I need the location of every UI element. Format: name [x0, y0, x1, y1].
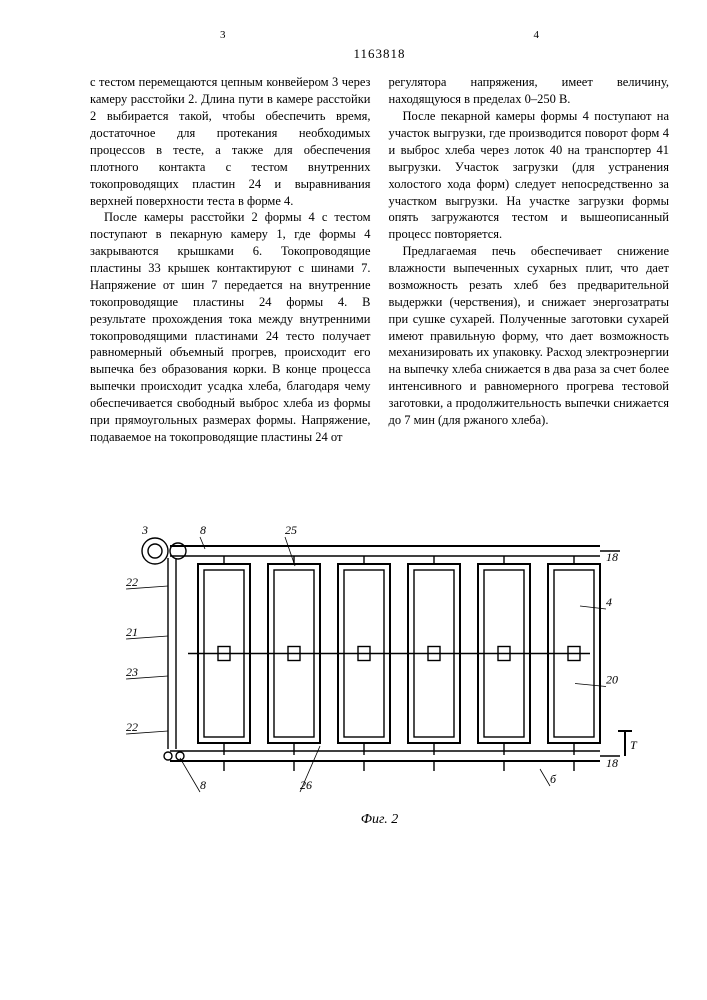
svg-text:18: 18: [606, 550, 618, 564]
svg-text:22: 22: [126, 720, 138, 734]
page-num-left: 3: [220, 28, 226, 43]
svg-text:18: 18: [606, 756, 618, 770]
para: После камеры расстойки 2 формы 4 с тесто…: [90, 209, 371, 445]
right-column: регулятора напряжения, имеет величи­ну, …: [389, 74, 670, 445]
patent-number: 1163818: [90, 45, 669, 63]
page-num-right: 4: [534, 28, 540, 43]
svg-text:8: 8: [200, 778, 206, 792]
svg-text:3: 3: [141, 523, 148, 537]
para: Предлагаемая печь обеспечивает снижение …: [389, 243, 670, 429]
left-column: с тестом перемещаются цепным конвейе­ром…: [90, 74, 371, 445]
svg-text:Т: Т: [630, 738, 638, 752]
svg-text:26: 26: [300, 778, 312, 792]
svg-text:22: 22: [126, 575, 138, 589]
para: регулятора напряжения, имеет величи­ну, …: [389, 74, 670, 108]
para: После пекарной камеры формы 4 поступают …: [389, 108, 670, 243]
text-columns: с тестом перемещаются цепным конвейе­ром…: [90, 74, 669, 445]
figure-2: 3 8 25 22 21 23 22 8 26 18 4 20 18 б Т Фиг. 2: [90, 506, 669, 830]
para: с тестом перемещаются цепным конвейе­ром…: [90, 74, 371, 209]
svg-text:20: 20: [606, 672, 618, 686]
svg-text:21: 21: [126, 625, 138, 639]
figure-caption: Фиг. 2: [90, 811, 669, 830]
svg-text:б: б: [550, 772, 557, 786]
svg-text:4: 4: [606, 595, 612, 609]
svg-text:23: 23: [126, 665, 138, 679]
svg-text:8: 8: [200, 523, 206, 537]
figure-svg: 3 8 25 22 21 23 22 8 26 18 4 20 18 б Т: [110, 506, 650, 806]
svg-text:25: 25: [285, 523, 297, 537]
